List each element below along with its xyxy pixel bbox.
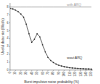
point [34, 39, 35, 40]
point [53, 62, 54, 63]
point [23, 16, 24, 17]
y-tick [9, 38, 10, 39]
x-tick-label: 110 [68, 71, 72, 76]
x-tick-label: 140 [84, 71, 88, 76]
series-line [10, 9, 91, 70]
point [36, 33, 37, 34]
x-tick [37, 70, 38, 71]
point [77, 68, 78, 69]
y-tick-label: 8 [7, 5, 9, 9]
annotation: with ARQ [67, 3, 81, 7]
x-tick [26, 70, 27, 71]
point [66, 66, 67, 67]
y-tick-label: 6 [7, 21, 9, 25]
y-tick [9, 14, 10, 15]
x-axis-label: Burst impulsive noise probability (%) [24, 80, 79, 84]
point [28, 33, 29, 34]
x-tick-label: 10 [13, 71, 17, 75]
x-tick [15, 70, 16, 71]
point [39, 36, 40, 37]
y-axis-label: Useful data rate (Mbit/s) [1, 18, 5, 54]
x-tick-label: 60 [41, 71, 45, 75]
point [55, 63, 56, 64]
y-tick-label: 0 [7, 68, 9, 72]
point [72, 67, 73, 68]
y-tick-label: 4 [7, 36, 9, 40]
point [80, 68, 81, 69]
point [10, 8, 11, 9]
x-tick-label: 150 [89, 71, 93, 76]
y-tick [9, 70, 10, 71]
x-tick [75, 70, 76, 71]
x-tick-label: 70 [46, 71, 50, 75]
x-tick [47, 70, 48, 71]
point [50, 60, 51, 61]
plot-area [10, 7, 92, 70]
x-tick-label: 130 [79, 71, 83, 76]
x-tick [80, 70, 81, 71]
y-tick [9, 54, 10, 55]
y-tick-label: 3 [7, 44, 9, 48]
annotation: wout ARQ [67, 56, 83, 60]
x-tick-label: 40 [30, 71, 34, 75]
point [91, 69, 92, 70]
point [88, 68, 89, 69]
y-tick-label: 7 [7, 13, 9, 17]
x-tick [31, 70, 32, 71]
x-tick [64, 70, 65, 71]
y-tick [9, 30, 10, 31]
x-tick [69, 70, 70, 71]
x-tick-label: 100 [62, 71, 66, 76]
point [47, 57, 48, 58]
x-tick-label: 50 [35, 71, 39, 75]
y-axis [10, 3, 11, 70]
point [42, 44, 43, 45]
point [45, 51, 46, 52]
x-tick [85, 70, 86, 71]
y-tick-label: 2 [7, 52, 9, 56]
x-tick [10, 70, 11, 71]
point [64, 66, 65, 67]
y-tick-label: 1 [7, 60, 9, 64]
x-tick [42, 70, 43, 71]
point [83, 68, 84, 69]
chart: 0102030405060708090100110120130140150012… [0, 0, 100, 84]
point [31, 42, 32, 43]
y-tick [9, 46, 10, 47]
x-tick-label: 90 [57, 71, 61, 75]
x-tick-label: 20 [19, 71, 23, 75]
y-tick-label: 5 [7, 29, 9, 33]
x-tick [20, 70, 21, 71]
point [15, 9, 16, 10]
point [26, 24, 27, 25]
point [85, 68, 86, 69]
point [17, 11, 18, 12]
x-tick-label: 30 [24, 71, 28, 75]
point [20, 13, 21, 14]
y-tick [9, 6, 10, 7]
point [74, 68, 75, 69]
y-tick [9, 22, 10, 23]
point [61, 65, 62, 66]
x-tick [91, 70, 92, 71]
x-tick [53, 70, 54, 71]
y-tick [9, 62, 10, 63]
x-tick-label: 120 [73, 71, 77, 76]
x-tick-label: 80 [51, 71, 55, 75]
x-tick [58, 70, 59, 71]
point [58, 65, 59, 66]
x-axis [10, 70, 93, 71]
x-tick-label: 0 [8, 71, 12, 73]
point [12, 8, 13, 9]
point [69, 67, 70, 68]
